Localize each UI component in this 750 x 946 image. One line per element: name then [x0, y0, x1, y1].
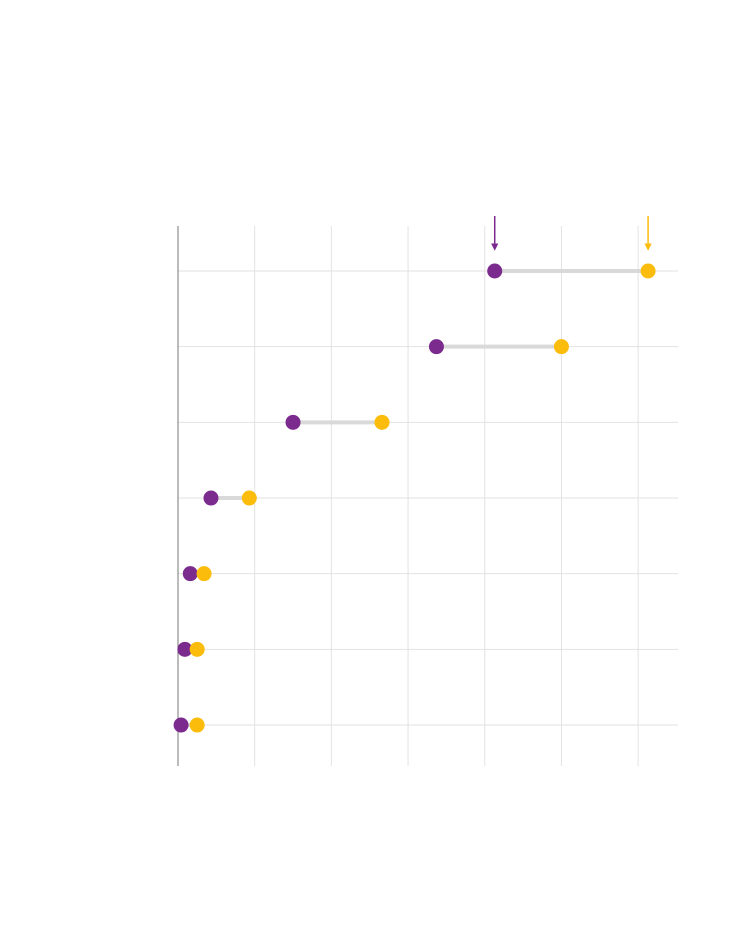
dot — [182, 566, 198, 582]
dot — [487, 263, 503, 279]
dot — [285, 414, 301, 430]
dot — [177, 641, 193, 657]
dot — [374, 414, 390, 430]
dot — [553, 339, 569, 355]
dot — [189, 717, 205, 733]
dot — [640, 263, 656, 279]
dot — [241, 490, 257, 506]
dot — [173, 717, 189, 733]
dot — [428, 339, 444, 355]
dot — [189, 641, 205, 657]
dot — [203, 490, 219, 506]
dot — [196, 566, 212, 582]
